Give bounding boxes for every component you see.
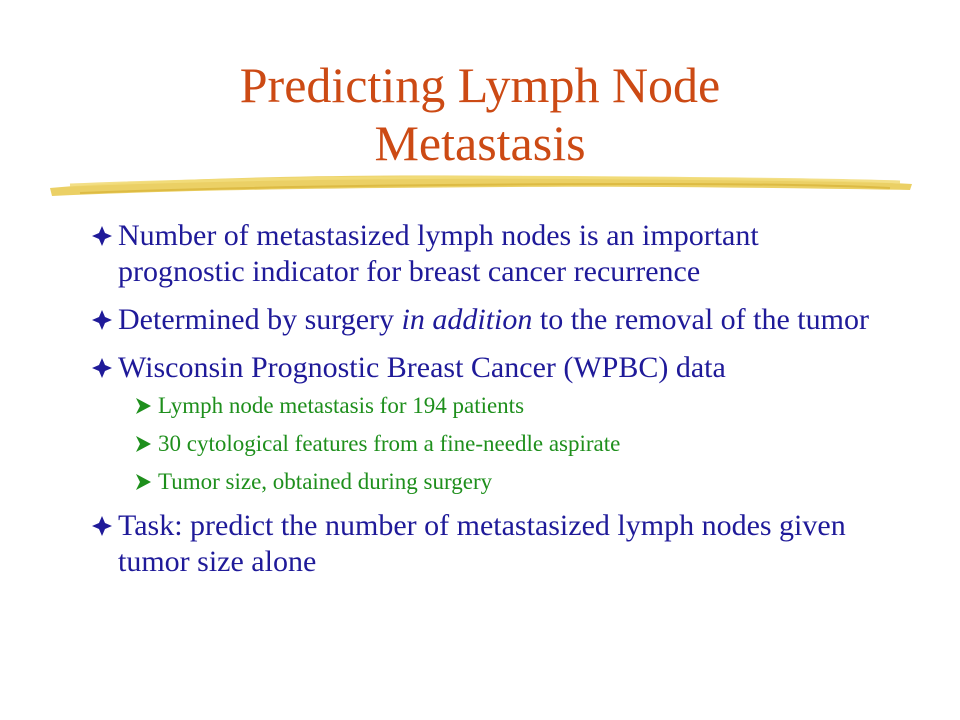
bullet-item: Determined by surgery in addition to the… [92, 302, 892, 338]
bullet-text-emphasis: in addition [401, 303, 533, 336]
bullet-item: Task: predict the number of metastasized… [92, 508, 892, 580]
sub-bullet-item: 30 cytological features from a fine-need… [134, 430, 892, 458]
sub-bullet-text: Lymph node metastasis for 194 patients [158, 393, 525, 418]
arrow-bullet-icon [136, 436, 151, 452]
diamond-bullet-icon [92, 310, 112, 330]
title-line-1: Predicting Lymph Node [239, 57, 721, 113]
arrow-bullet-icon [136, 398, 151, 414]
sub-bullet-item: Tumor size, obtained during surgery [134, 468, 892, 496]
sub-bullet-text: 30 cytological features from a fine-need… [158, 431, 621, 456]
bullet-item: Wisconsin Prognostic Breast Cancer (WPBC… [92, 350, 892, 386]
slide-title: Predicting Lymph Node Metastasis [0, 56, 960, 172]
bullet-text: Wisconsin Prognostic Breast Cancer (WPBC… [118, 351, 726, 384]
bullet-text: Task: predict the number of metastasized… [118, 509, 846, 578]
bullet-list: Number of metastasized lymph nodes is an… [92, 218, 892, 592]
diamond-bullet-icon [92, 226, 112, 246]
arrow-bullet-icon [136, 474, 151, 490]
bullet-item: Number of metastasized lymph nodes is an… [92, 218, 892, 290]
sub-bullet-list: Lymph node metastasis for 194 patients 3… [92, 392, 892, 496]
bullet-text: to the removal of the tumor [532, 303, 869, 336]
diamond-bullet-icon [92, 358, 112, 378]
sub-bullet-item: Lymph node metastasis for 194 patients [134, 392, 892, 420]
sub-bullet-text: Tumor size, obtained during surgery [158, 469, 493, 494]
bullet-text: Determined by surgery [118, 303, 402, 336]
title-line-2: Metastasis [374, 115, 586, 171]
diamond-bullet-icon [92, 516, 112, 536]
bullet-text: Number of metastasized lymph nodes is an… [118, 219, 759, 288]
title-underline-brushstroke [50, 175, 912, 196]
